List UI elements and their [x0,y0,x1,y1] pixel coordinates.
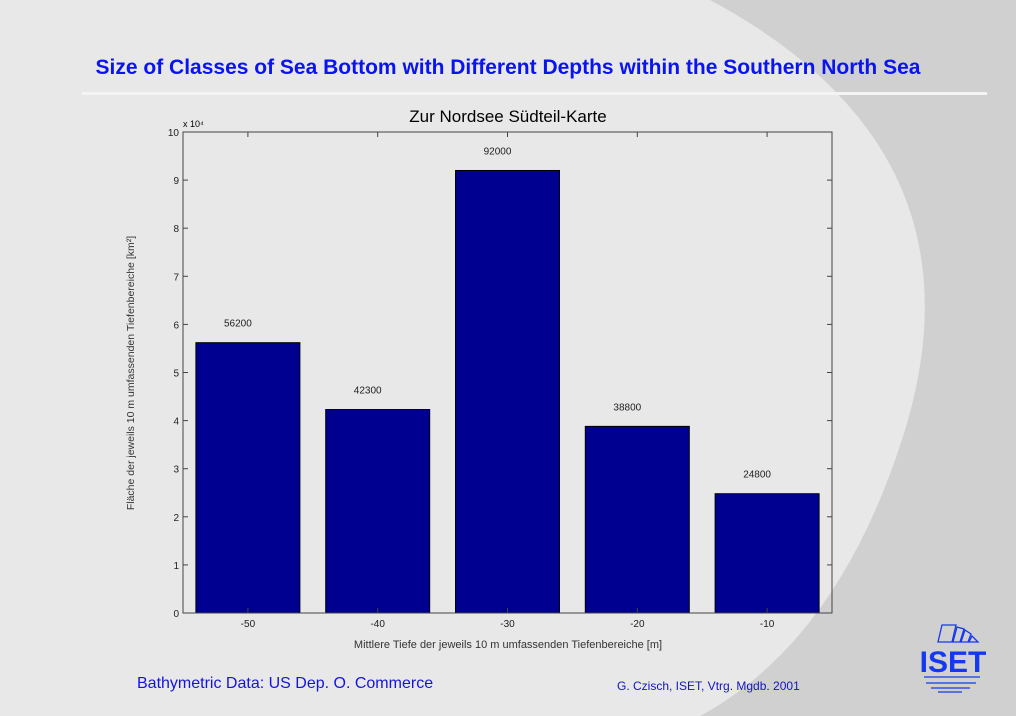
bar [325,409,431,614]
y-tick-label: 0 [173,609,179,620]
x-tick-label: -20 [630,619,645,630]
footer-author: G. Czisch, ISET, Vtrg. Mgdb. 2001 [617,679,800,693]
bar [195,342,301,614]
y-tick-label: 3 [173,465,179,476]
x-axis-label: Mittlere Tiefe der jeweils 10 m umfassen… [354,639,662,651]
y-tick-label: 9 [173,176,179,187]
y-tick-label: 1 [173,561,179,572]
y-multiplier: x 10⁴ [183,119,204,129]
y-axis-label: Fläche der jeweils 10 m umfassenden Tief… [125,236,137,510]
y-tick-label: 6 [173,320,179,331]
bar [714,493,820,614]
chart-title: Zur Nordsee Südteil-Karte [409,107,606,126]
y-tick-label: 4 [173,417,179,428]
x-tick-label: -10 [760,619,775,630]
slide-title: Size of Classes of Sea Bottom with Diffe… [95,56,921,79]
bar [455,169,560,614]
x-tick-label: -30 [500,619,515,630]
y-tick-label: 8 [173,224,179,235]
y-tick-label: 5 [173,369,179,380]
y-tick-label: 7 [173,272,179,283]
title-divider [82,92,987,95]
x-tick-label: -50 [241,619,256,630]
data-label: 38800 [613,402,641,413]
data-label: 24800 [743,470,771,481]
data-label: 56200 [224,319,252,330]
y-tick-label: 2 [173,513,179,524]
data-label: 42300 [354,386,382,397]
y-tick-label: 10 [168,128,180,139]
data-label: 92000 [484,146,512,157]
footer-data-source: Bathymetric Data: US Dep. O. Commerce [137,675,434,692]
svg-text:ISET: ISET [920,646,987,679]
bar [584,425,690,614]
x-tick-label: -40 [370,619,385,630]
iset-logo: ISET [920,624,987,693]
